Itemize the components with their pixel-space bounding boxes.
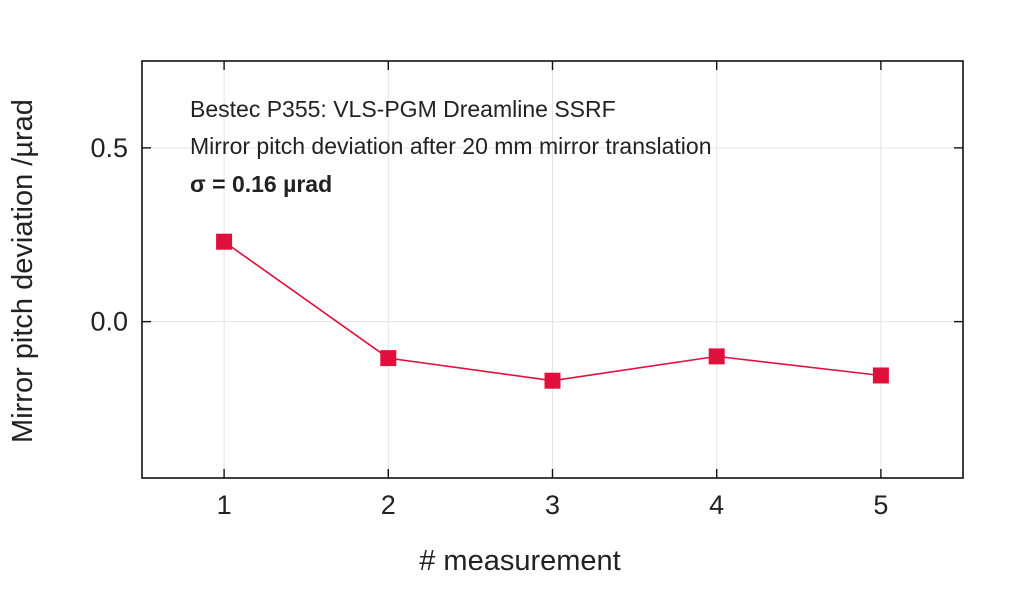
data-point-4 bbox=[708, 348, 725, 365]
x-axis-title: # measurement bbox=[419, 545, 621, 577]
x-tick-label: 5 bbox=[873, 490, 888, 520]
x-tick-label: 2 bbox=[381, 490, 396, 520]
series-layer bbox=[216, 233, 889, 389]
tick-layer: 1 2 3 4 5 0.0 0.5 bbox=[90, 61, 963, 520]
grid-layer bbox=[142, 61, 963, 478]
x-tick-label: 1 bbox=[217, 490, 232, 520]
annotation-line-1: Bestec P355: VLS-PGM Dreamline SSRF bbox=[190, 96, 616, 122]
x-tick-label: 3 bbox=[545, 490, 560, 520]
y-tick-label: 0.5 bbox=[90, 133, 128, 163]
annotation-line-2: Mirror pitch deviation after 20 mm mirro… bbox=[190, 133, 712, 159]
annotation-block: Bestec P355: VLS-PGM Dreamline SSRF Mirr… bbox=[190, 96, 712, 197]
annotation-sigma: σ = 0.16 µrad bbox=[190, 171, 332, 197]
y-axis-title: Mirror pitch deviation /µrad bbox=[7, 99, 39, 443]
data-point-2 bbox=[380, 350, 397, 367]
x-tick-label: 4 bbox=[709, 490, 724, 520]
data-point-5 bbox=[872, 367, 889, 384]
data-point-1 bbox=[216, 233, 233, 250]
data-point-3 bbox=[544, 372, 561, 389]
y-tick-label: 0.0 bbox=[90, 307, 128, 337]
